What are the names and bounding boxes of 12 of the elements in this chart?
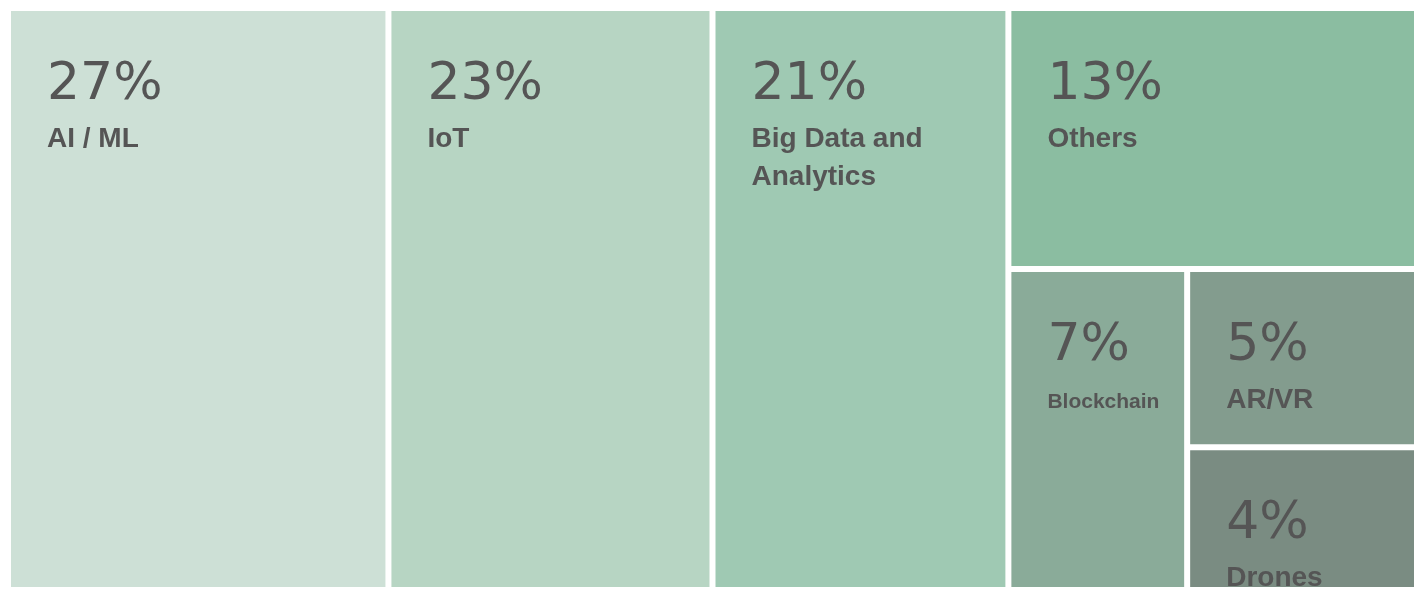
data-label: 5% — [1226, 311, 1309, 372]
data-label: 27% — [47, 51, 163, 111]
category-label: Others — [1047, 122, 1138, 153]
category-label: AI / ML — [47, 122, 139, 153]
data-label: 21% — [751, 51, 868, 111]
category-label: IoT — [427, 122, 470, 153]
data-label: 7% — [1047, 311, 1130, 372]
data-label: 13% — [1047, 51, 1163, 111]
data-label: 23% — [427, 51, 544, 111]
category-label: AR/VR — [1226, 382, 1314, 414]
category-label: Blockchain — [1047, 388, 1160, 412]
category-label: Big Data and Analytics — [751, 122, 923, 191]
